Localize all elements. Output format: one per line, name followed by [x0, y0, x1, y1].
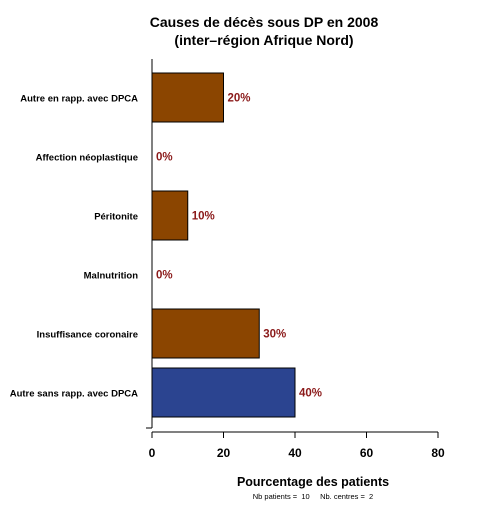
category-label: Malnutrition — [84, 271, 139, 282]
plot-area: Autre en rapp. avec DPCA 20% Affection néo… — [10, 59, 445, 460]
chart-title-line-1: Causes de décès sous DP en 2008 — [150, 14, 379, 30]
x-tick-label: 20 — [217, 446, 231, 460]
value-label: 30% — [263, 329, 286, 341]
bar — [151, 367, 296, 418]
value-label: 40% — [299, 388, 322, 400]
category-label: Autre en rapp. avec DPCA — [20, 94, 138, 105]
value-label: 10% — [192, 211, 215, 223]
value-label: 0% — [156, 152, 173, 164]
category-label: Insuffisance coronaire — [37, 330, 138, 341]
bar — [151, 72, 224, 123]
bar — [151, 308, 260, 359]
category-label: Autre sans rapp. avec DPCA — [10, 389, 138, 400]
category-label: Péritonite — [94, 212, 138, 223]
x-tick-label: 80 — [431, 446, 445, 460]
x-tick-label: 40 — [288, 446, 302, 460]
x-axis-label: Pourcentage des patients — [237, 475, 389, 489]
x-tick-label: 60 — [360, 446, 374, 460]
category-label: Affection néoplastique — [36, 153, 138, 164]
chart-title-line-2: (inter–région Afrique Nord) — [174, 32, 353, 48]
value-label: 20% — [228, 93, 251, 105]
x-tick-label: 0 — [149, 446, 156, 460]
bar — [151, 190, 189, 241]
footnote: Nb patients = 10 Nb. centres = 2 — [253, 492, 373, 501]
value-label: 0% — [156, 270, 173, 282]
